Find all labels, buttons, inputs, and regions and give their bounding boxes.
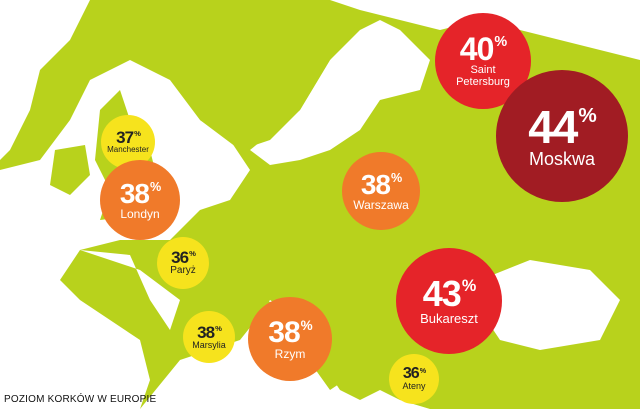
traffic-percent: 40% <box>459 31 507 68</box>
bay-of-biscay <box>80 250 180 330</box>
traffic-value: 38 <box>197 322 215 342</box>
traffic-value: 36 <box>402 365 420 383</box>
percent-sign: % <box>189 249 196 258</box>
traffic-value: 38 <box>360 168 391 200</box>
city-name: Bukareszt <box>420 311 478 327</box>
traffic-value: 37 <box>116 128 134 148</box>
traffic-value: 36 <box>171 248 189 268</box>
city-name: Londyn <box>120 206 160 221</box>
atlantic-sea <box>0 0 90 160</box>
city-name: Saint Petersburg <box>456 64 510 88</box>
ireland-land <box>50 145 90 195</box>
baltic-sea <box>250 20 430 165</box>
traffic-percent: 36% <box>171 248 196 268</box>
traffic-value: 43 <box>422 273 462 315</box>
percent-sign: % <box>390 170 402 185</box>
map-caption: POZIOM KORKÓW W EUROPIE <box>4 394 157 405</box>
city-name: Moskwa <box>528 148 595 169</box>
percent-sign: % <box>300 318 313 334</box>
city-name: Rzym <box>274 346 306 361</box>
percent-sign: % <box>461 276 476 295</box>
traffic-percent: 38% <box>360 168 402 200</box>
percent-sign: % <box>494 33 507 50</box>
traffic-value: 40 <box>459 31 495 68</box>
city-bubble-marsylia: 38% Marsylia <box>183 311 235 363</box>
traffic-percent: 37% <box>116 128 141 148</box>
city-bubble-paryz: 36% Paryż <box>157 237 209 289</box>
percent-sign: % <box>134 129 141 139</box>
traffic-value: 38 <box>268 315 300 349</box>
traffic-percent: 36% <box>402 365 426 383</box>
city-name: Manchester <box>107 145 149 155</box>
traffic-value: 38 <box>119 177 150 209</box>
traffic-percent: 43% <box>422 273 476 315</box>
city-name: Marsylia <box>192 339 226 350</box>
black-sea <box>480 260 620 350</box>
city-bubble-rzym: 38% Rzym <box>248 297 332 381</box>
city-bubble-londyn: 38% Londyn <box>100 160 180 240</box>
city-name: Warszawa <box>353 197 409 212</box>
percent-sign: % <box>149 179 161 194</box>
north-area <box>330 0 640 60</box>
city-bubble-bukareszt: 43% Bukareszt <box>396 248 502 354</box>
percent-sign: % <box>419 366 426 375</box>
traffic-percent: 38% <box>119 177 161 209</box>
traffic-percent: 38% <box>197 322 222 342</box>
city-name: Ateny <box>402 381 426 392</box>
percent-sign: % <box>578 103 596 127</box>
scandinavia-land <box>200 10 360 150</box>
traffic-percent: 44% <box>528 100 597 153</box>
traffic-percent: 38% <box>268 315 313 349</box>
city-bubble-ateny: 36% Ateny <box>389 354 439 404</box>
city-bubble-warszawa: 38% Warszawa <box>342 152 420 230</box>
city-name: Paryż <box>170 265 196 277</box>
city-bubble-moskwa: 44% Moskwa <box>496 70 628 202</box>
traffic-value: 44 <box>528 100 578 153</box>
percent-sign: % <box>215 323 222 333</box>
